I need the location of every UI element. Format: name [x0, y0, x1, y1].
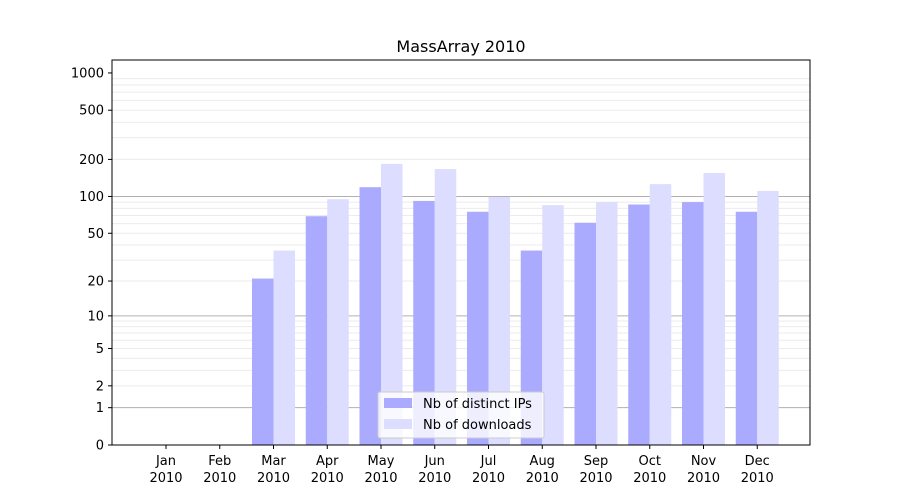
- bar-downloads: [381, 163, 403, 445]
- x-tick-label-year: 2010: [741, 471, 774, 486]
- bar-downloads: [757, 190, 779, 445]
- x-tick-label-month: Jun: [424, 454, 445, 469]
- x-tick-label-month: Dec: [745, 454, 770, 469]
- x-tick-label-month: Jan: [155, 454, 176, 469]
- bar-distinct-ips: [252, 278, 274, 445]
- x-tick-label-month: Oct: [639, 454, 661, 469]
- legend-box: [377, 391, 545, 439]
- bar-distinct-ips: [467, 211, 489, 445]
- x-tick-label-year: 2010: [311, 471, 344, 486]
- x-tick-label-month: Sep: [584, 454, 609, 469]
- legend-label-downloads: Nb of downloads: [423, 418, 532, 433]
- bar-distinct-ips: [735, 211, 758, 445]
- legend-swatch-downloads: [384, 419, 412, 429]
- x-axis: Jan 2010 Feb 2010 Mar 2010 Apr 2010 May 2010 Jun 20…: [149, 445, 774, 486]
- x-tick-label-year: 2010: [526, 471, 559, 486]
- x-tick-label-month: Aug: [530, 454, 555, 469]
- bar-downloads: [488, 197, 510, 445]
- y-tick-label: 200: [79, 153, 104, 168]
- bar-distinct-ips: [628, 204, 650, 445]
- y-tick-label: 2: [96, 379, 104, 394]
- bar-downloads: [703, 173, 725, 445]
- x-tick-label-year: 2010: [364, 471, 397, 486]
- y-tick-label: 5: [96, 342, 104, 357]
- y-tick-label: 20: [87, 275, 104, 290]
- x-tick-label-month: Mar: [261, 454, 286, 469]
- bar-distinct-ips: [305, 216, 328, 445]
- x-tick-label-month: Jul: [480, 454, 497, 469]
- y-tick-label: 500: [79, 104, 104, 119]
- plot-frame: [111, 59, 811, 446]
- y-tick-label: 1: [96, 401, 104, 416]
- x-tick-label-year: 2010: [418, 471, 451, 486]
- x-tick-label-month: May: [368, 454, 395, 469]
- y-tick-label: 0: [96, 439, 104, 454]
- legend-label-ips: Nb of distinct IPs: [423, 397, 532, 412]
- bar-distinct-ips: [682, 202, 704, 445]
- legend-swatch-ips: [384, 398, 412, 408]
- x-tick-label-month: Apr: [316, 454, 339, 469]
- bar-downloads: [596, 202, 618, 445]
- bar-downloads: [434, 169, 457, 445]
- x-tick-label-year: 2010: [579, 471, 612, 486]
- y-tick-label: 1000: [71, 66, 104, 81]
- x-tick-label-year: 2010: [633, 471, 666, 486]
- x-tick-label-year: 2010: [203, 471, 236, 486]
- bar-downloads: [273, 250, 295, 445]
- x-tick-label-year: 2010: [687, 471, 720, 486]
- x-tick-label-month: Nov: [691, 454, 717, 469]
- bar-distinct-ips: [574, 222, 596, 445]
- x-tick-label-year: 2010: [149, 471, 182, 486]
- bar-downloads: [542, 205, 564, 445]
- bar-distinct-ips: [413, 200, 435, 445]
- y-tick-label: 50: [87, 227, 104, 242]
- bar-downloads: [327, 199, 349, 445]
- x-tick-label-year: 2010: [257, 471, 290, 486]
- bar-downloads: [649, 184, 672, 445]
- x-tick-label-year: 2010: [472, 471, 505, 486]
- x-tick-label-month: Feb: [208, 454, 231, 469]
- legend: Nb of distinct IPs Nb of downloads: [377, 391, 545, 439]
- y-tick-label: 10: [87, 309, 104, 324]
- chart-title: MassArray 2010: [396, 37, 525, 56]
- y-tick-label: 100: [79, 190, 104, 205]
- y-axis: 0 1 2 5 10 20 50 100 200 500 1000: [71, 66, 112, 454]
- bar-distinct-ips: [359, 187, 381, 445]
